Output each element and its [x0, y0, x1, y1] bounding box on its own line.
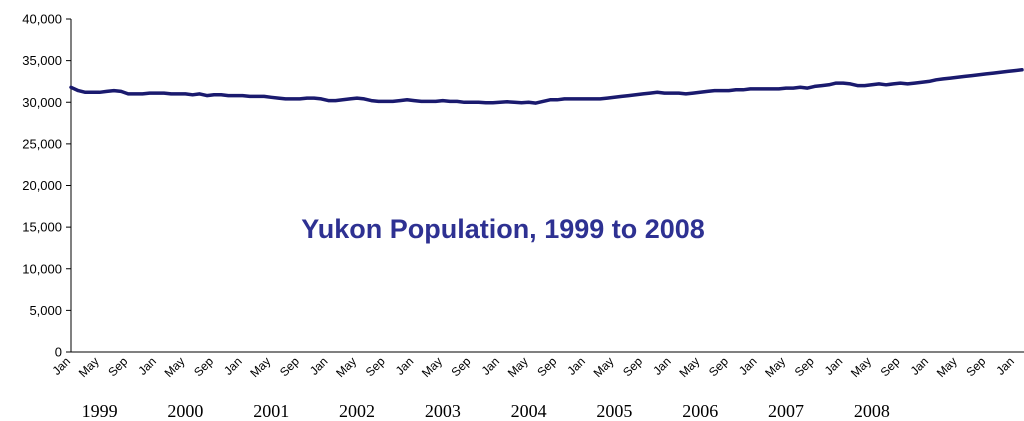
- year-label: 2002: [339, 401, 375, 421]
- x-tick-label: May: [848, 354, 874, 380]
- y-tick-label: 25,000: [22, 136, 62, 151]
- x-tick-label: May: [76, 354, 102, 380]
- year-label: 2001: [253, 401, 289, 421]
- x-tick-label: Jan: [822, 354, 846, 378]
- y-tick-label: 15,000: [22, 220, 62, 235]
- y-tick-label: 35,000: [22, 53, 62, 68]
- year-label: 2006: [682, 401, 718, 421]
- x-tick-label: Jan: [135, 354, 159, 378]
- x-tick-label: Sep: [706, 354, 731, 379]
- x-tick-label: May: [591, 354, 617, 380]
- chart-title: Yukon Population, 1999 to 2008: [301, 214, 705, 244]
- x-tick-label: Jan: [564, 354, 588, 378]
- y-tick-label: 0: [55, 345, 62, 360]
- x-tick-label: Sep: [620, 354, 645, 379]
- x-tick-label: Sep: [191, 354, 216, 379]
- x-tick-label: Jan: [479, 354, 503, 378]
- x-tick-label: Jan: [908, 354, 932, 378]
- year-label: 2005: [596, 401, 632, 421]
- x-tick-label: Jan: [736, 354, 760, 378]
- year-label: 1999: [82, 401, 118, 421]
- x-tick-label: Jan: [50, 354, 74, 378]
- x-tick-label: Jan: [650, 354, 674, 378]
- series-layer: [69, 68, 1024, 105]
- x-tick-label: May: [247, 354, 273, 380]
- x-tick-label: Jan: [221, 354, 245, 378]
- x-tick-label: Sep: [449, 354, 474, 379]
- population-series-line: [69, 68, 1024, 105]
- y-tick-label: 5,000: [29, 303, 62, 318]
- x-tick-label: Sep: [105, 354, 130, 379]
- x-tick-label: May: [934, 354, 960, 380]
- x-tick-label: Sep: [878, 354, 903, 379]
- y-tick-label: 30,000: [22, 95, 62, 110]
- x-tick-label: May: [676, 354, 702, 380]
- y-axis: 0 5,000 10,000 15,000 20,000 25,000 30,000 35,0…: [22, 12, 72, 360]
- x-tick-label: Jan: [393, 354, 417, 378]
- x-tick-label: May: [333, 354, 359, 380]
- year-label: 2004: [511, 401, 547, 421]
- x-tick-label: May: [505, 354, 531, 380]
- x-tick-label: Jan: [307, 354, 331, 378]
- x-tick-label: Sep: [534, 354, 559, 379]
- x-tick-label: Sep: [363, 354, 388, 379]
- x-axis: Jan May Sep Jan May Sep Jan May Sep Jan May Sep Jan M…: [50, 351, 1024, 421]
- y-tick-label: 40,000: [22, 12, 62, 27]
- x-tick-label: Sep: [963, 354, 988, 379]
- x-tick-label: Jan: [993, 354, 1017, 378]
- x-tick-label: May: [419, 354, 445, 380]
- x-tick-label: Sep: [277, 354, 302, 379]
- y-tick-label: 10,000: [22, 261, 62, 276]
- x-tick-label: May: [162, 354, 188, 380]
- year-label: 2003: [425, 401, 461, 421]
- year-label: 2000: [167, 401, 203, 421]
- year-label: 2007: [768, 401, 804, 421]
- y-tick-label: 20,000: [22, 178, 62, 193]
- year-label: 2008: [854, 401, 890, 421]
- x-tick-label: Sep: [792, 354, 817, 379]
- x-tick-label: May: [762, 354, 788, 380]
